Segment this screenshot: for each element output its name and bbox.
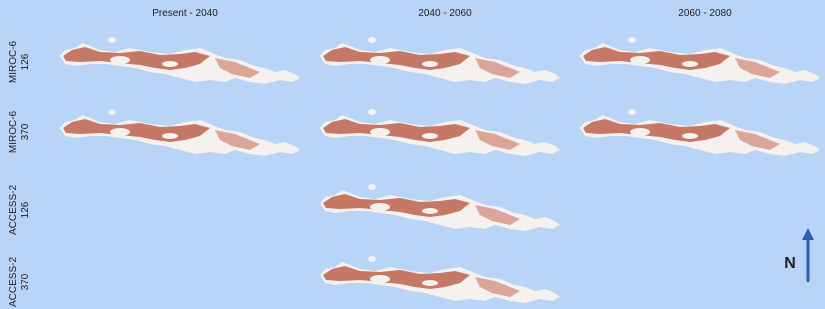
north-label: N [784,255,796,272]
figure: Present - 2040 2040 - 2060 2060 - 2080 M… [0,0,825,309]
background [0,0,825,309]
row-scenario: 126 [20,201,31,218]
row-scenario: 126 [20,53,31,70]
column-header: 2060 - 2080 [678,8,732,19]
row-scenario: 370 [20,123,31,140]
row-scenario: 370 [20,273,31,290]
row-model: MIROC-6 [8,40,19,83]
column-header: Present - 2040 [152,8,218,19]
row-model: ACCESS-2 [8,185,19,235]
row-model: MIROC-6 [8,110,19,153]
column-header: 2040 - 2060 [418,8,472,19]
row-model: ACCESS-2 [8,257,19,307]
